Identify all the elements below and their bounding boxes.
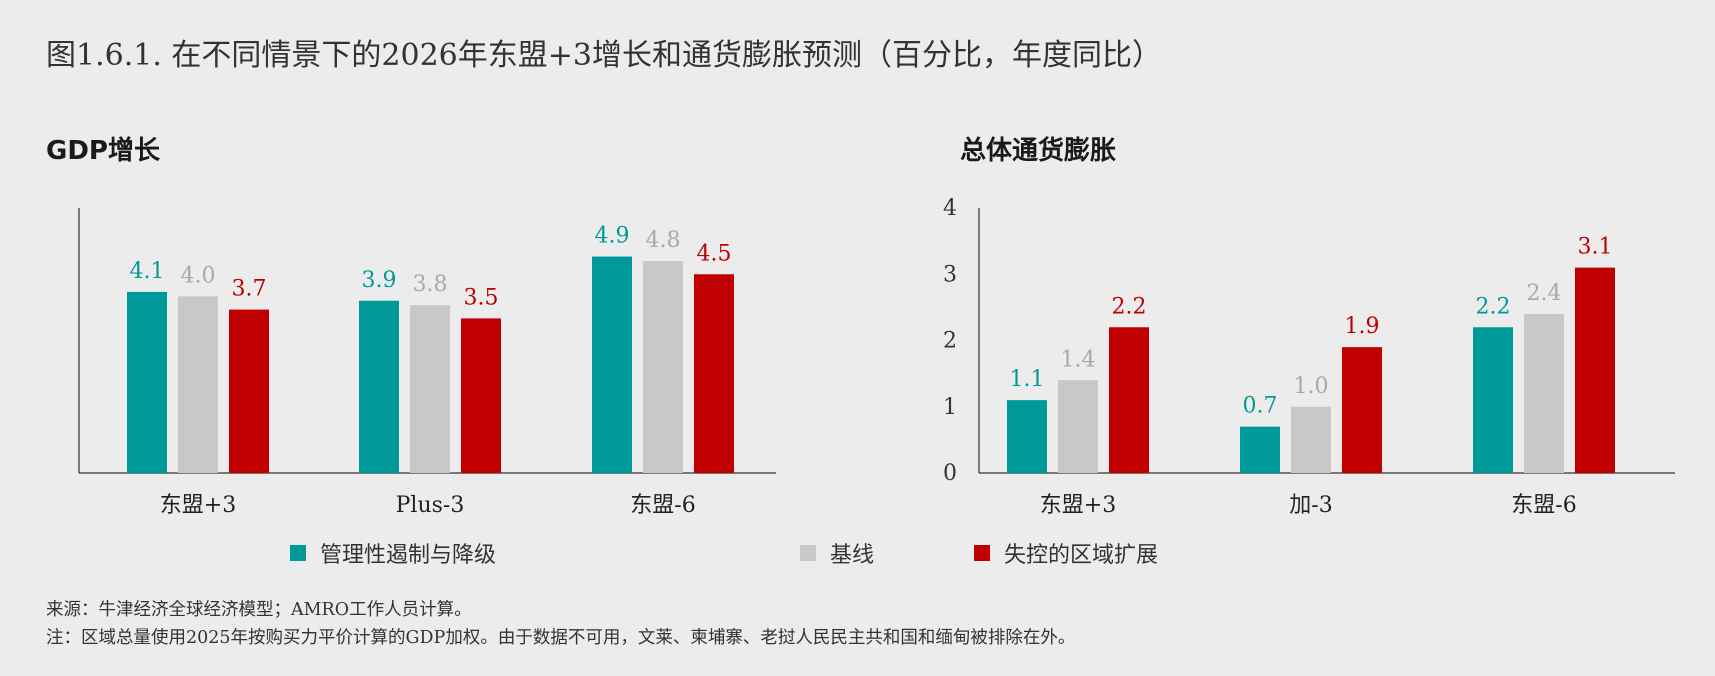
- inflation-y-tick-label: 3: [943, 262, 957, 287]
- legend-swatch-managed: [290, 545, 306, 561]
- inflation-bar: [1291, 406, 1331, 473]
- legend-label-baseline: 基线: [830, 543, 875, 568]
- legend-item-uncontrolled: 失控的区域扩展: [974, 537, 1158, 569]
- gdp-chart-group: 4.1 4.0 3.7 东盟+3 3.9 3.8 3.5 Plus-3 4.9 4.8 4.5 东盟-…: [78, 208, 776, 518]
- inflation-bar: [1575, 267, 1615, 473]
- gdp-bar: [410, 305, 450, 473]
- inflation-data-label: 1.1: [1010, 367, 1045, 392]
- footnote: 注：区域总量使用2025年按购买力平价计算的GDP加权。由于数据不可用，文莱、柬…: [46, 628, 1076, 648]
- inflation-data-label: 1.4: [1061, 347, 1096, 372]
- gdp-panel-title: GDP增长: [46, 136, 160, 166]
- inflation-bar: [1109, 327, 1149, 473]
- inflation-category-label: 加-3: [1289, 493, 1332, 518]
- inflation-chart-group: 0 1 2 3 4 1.1 1.4 2.2 东盟+3 0.7 1.0 1.9 加-3 2.2 2.4 3.1 东…: [943, 196, 1675, 518]
- inflation-y-tick-label: 0: [943, 461, 957, 486]
- inflation-bar: [1473, 327, 1513, 473]
- legend-swatch-uncontrolled: [974, 545, 990, 561]
- inflation-data-label: 2.2: [1112, 294, 1147, 319]
- gdp-bar: [359, 300, 399, 473]
- gdp-bar: [229, 309, 269, 473]
- inflation-data-label: 2.4: [1527, 281, 1562, 306]
- inflation-data-label: 2.2: [1476, 294, 1511, 319]
- gdp-data-label: 4.9: [595, 224, 630, 249]
- legend-label-managed: 管理性遏制与降级: [320, 543, 497, 568]
- gdp-data-label: 4.5: [697, 241, 732, 266]
- gdp-bar: [643, 261, 683, 473]
- legend-label-uncontrolled: 失控的区域扩展: [1004, 543, 1159, 568]
- inflation-category-label: 东盟+3: [1040, 493, 1116, 518]
- inflation-data-label: 0.7: [1243, 394, 1278, 419]
- legend-swatch-baseline: [800, 545, 816, 561]
- gdp-bar: [178, 296, 218, 473]
- gdp-bar: [461, 318, 501, 473]
- inflation-data-label: 3.1: [1578, 235, 1613, 260]
- inflation-y-tick-label: 2: [943, 329, 957, 354]
- inflation-bar: [1058, 380, 1098, 473]
- source-note: 来源：牛津经济全球经济模型；AMRO工作人员计算。: [46, 600, 472, 620]
- inflation-bar: [1342, 347, 1382, 473]
- inflation-data-label: 1.0: [1294, 374, 1329, 399]
- gdp-category-label: Plus-3: [396, 493, 465, 518]
- inflation-bar: [1007, 400, 1047, 473]
- legend-item-baseline: 基线: [800, 537, 874, 569]
- inflation-y-tick-label: 4: [943, 196, 957, 221]
- gdp-bar: [694, 274, 734, 473]
- gdp-data-label: 4.1: [130, 259, 165, 284]
- inflation-category-label: 东盟-6: [1511, 493, 1576, 518]
- inflation-bar: [1524, 314, 1564, 473]
- gdp-data-label: 4.0: [181, 263, 216, 288]
- gdp-category-label: 东盟-6: [630, 493, 695, 518]
- gdp-data-label: 3.5: [464, 285, 499, 310]
- gdp-category-label: 东盟+3: [160, 493, 236, 518]
- inflation-data-label: 1.9: [1345, 314, 1380, 339]
- gdp-data-label: 3.8: [413, 272, 448, 297]
- gdp-data-label: 3.9: [362, 268, 397, 293]
- inflation-y-tick-label: 1: [943, 395, 957, 420]
- legend-item-managed: 管理性遏制与降级: [290, 537, 496, 569]
- gdp-data-label: 4.8: [646, 228, 681, 253]
- figure-title: 图1.6.1. 在不同情景下的2026年东盟+3增长和通货膨胀预测（百分比，年度…: [46, 38, 1162, 73]
- gdp-bar: [127, 291, 167, 473]
- inflation-bar: [1240, 426, 1280, 473]
- gdp-data-label: 3.7: [232, 277, 267, 302]
- inflation-panel-title: 总体通货膨胀: [960, 136, 1117, 166]
- gdp-bar: [592, 256, 632, 473]
